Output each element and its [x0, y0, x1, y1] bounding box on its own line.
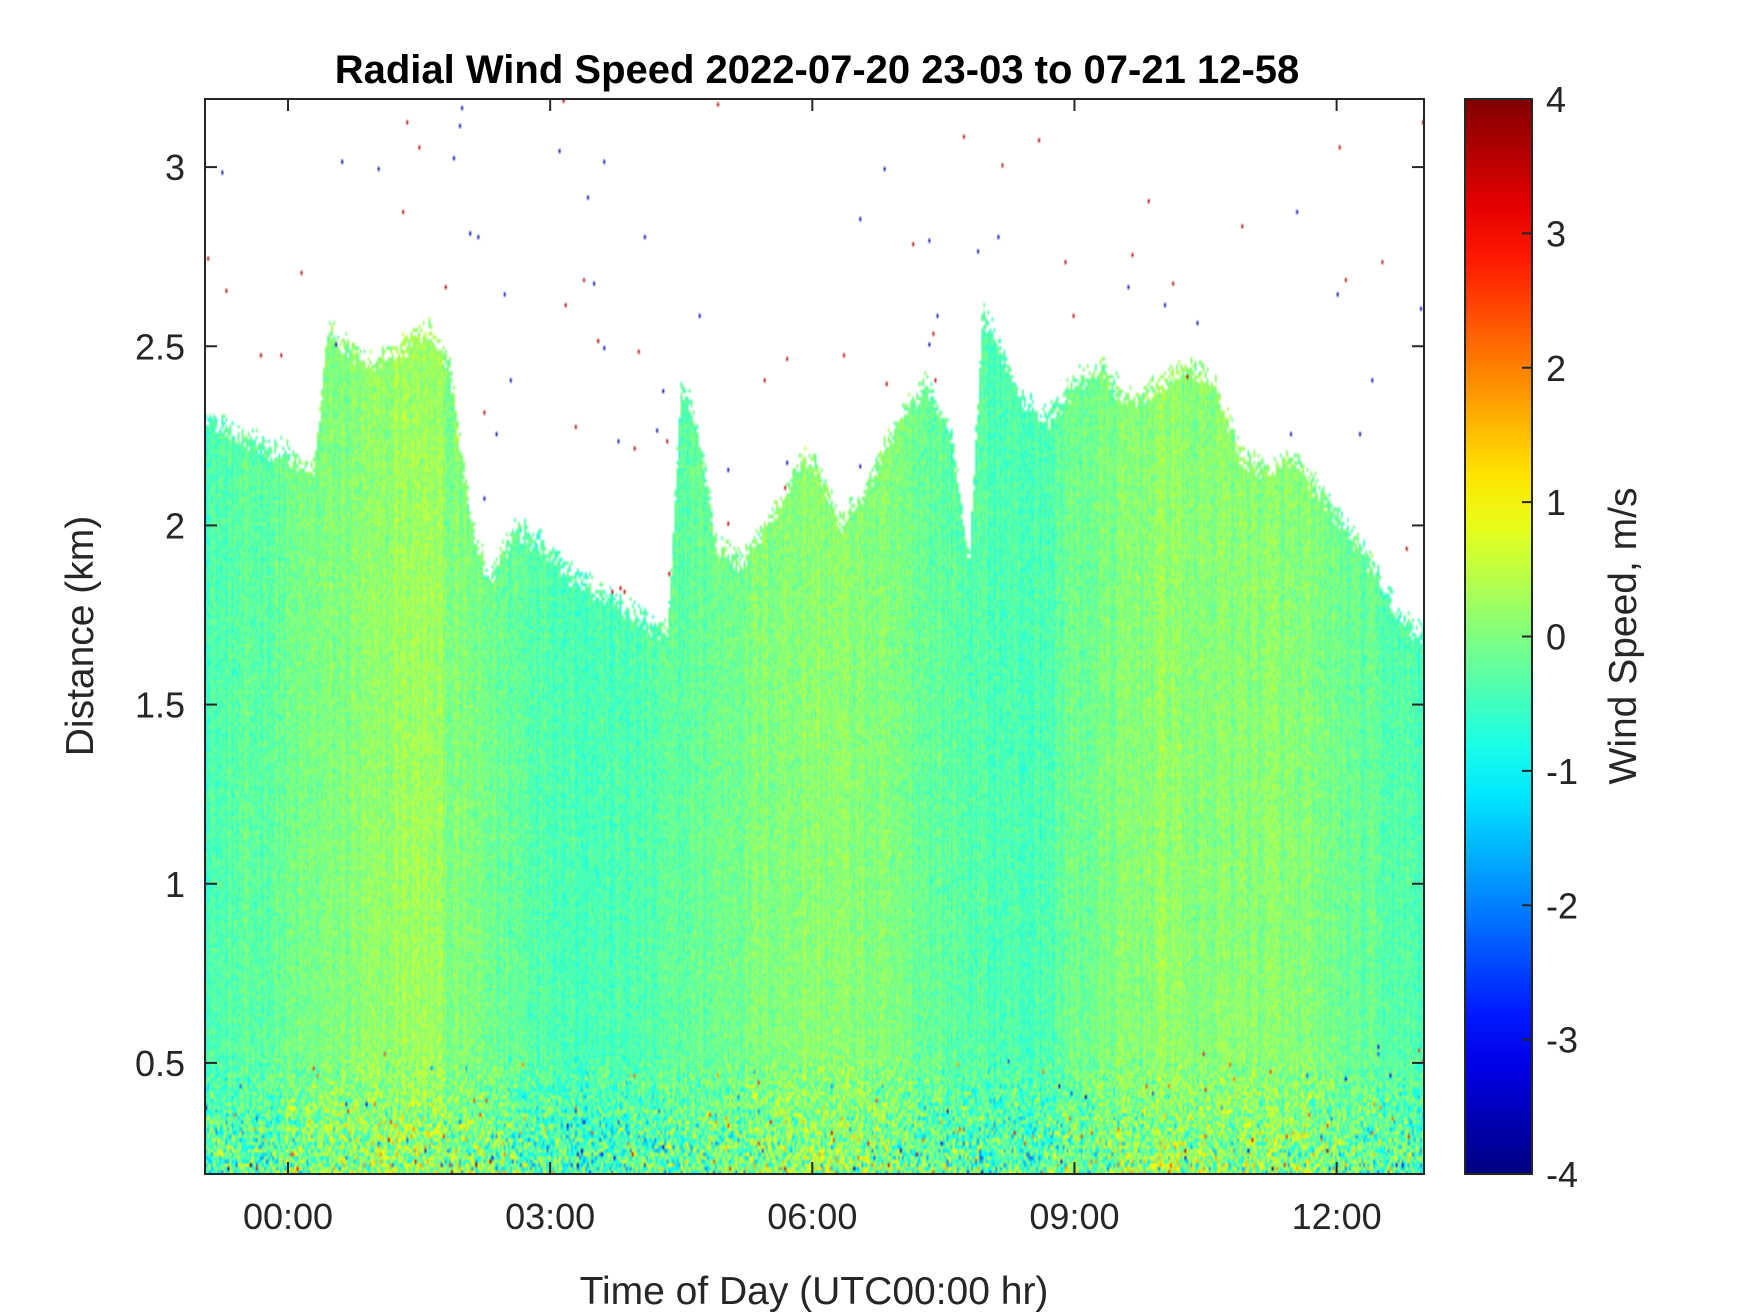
x-tick-label: 09:00: [1029, 1196, 1119, 1237]
plot-frame: [204, 98, 1425, 1175]
y-axis-label: Distance (km): [59, 516, 102, 757]
y-tick-label: 1.5: [135, 685, 185, 726]
x-axis-ticks: 00:00 03:00 06:00 09:00 12:00: [243, 99, 1382, 1237]
y-tick-label: 3: [165, 147, 185, 188]
colorbar-tick-label: -1: [1546, 751, 1578, 792]
y-axis-ticks: 0.5 1 1.5 2 2.5 3: [135, 147, 1424, 1084]
colorbar-tick-label: 4: [1546, 79, 1566, 120]
x-tick-label: 00:00: [243, 1196, 333, 1237]
y-tick-label: 1: [165, 864, 185, 905]
colorbar: 4 3 2 1 0 -1 -2 -3 -4: [1464, 79, 1578, 1195]
y-tick-label: 2.5: [135, 326, 185, 367]
heatmap-plot-area: [204, 98, 1425, 1175]
colorbar-tick-label: -4: [1546, 1154, 1578, 1195]
x-tick-label: 12:00: [1292, 1196, 1382, 1237]
heatmap-image: [205, 99, 1424, 1174]
colorbar-tick-label: -2: [1546, 885, 1578, 926]
colorbar-tick-label: -3: [1546, 1020, 1578, 1061]
y-tick-label: 0.5: [135, 1043, 185, 1084]
colorbar-tick-label: 2: [1546, 348, 1566, 389]
colorbar-label: Wind Speed, m/s: [1602, 488, 1645, 785]
colorbar-gradient: [1465, 99, 1532, 1174]
chart-title: Radial Wind Speed 2022-07-20 23-03 to 07…: [335, 48, 1300, 92]
colorbar-ticks: 4 3 2 1 0 -1 -2 -3 -4: [1522, 79, 1578, 1195]
x-tick-label: 03:00: [505, 1196, 595, 1237]
colorbar-tick-label: 1: [1546, 482, 1566, 523]
y-tick-label: 2: [165, 505, 185, 546]
colorbar-tick-label: 0: [1546, 617, 1566, 658]
x-tick-label: 06:00: [767, 1196, 857, 1237]
colorbar-tick-label: 3: [1546, 213, 1566, 254]
x-axis-label: Time of Day (UTC00:00 hr): [580, 1270, 1049, 1313]
